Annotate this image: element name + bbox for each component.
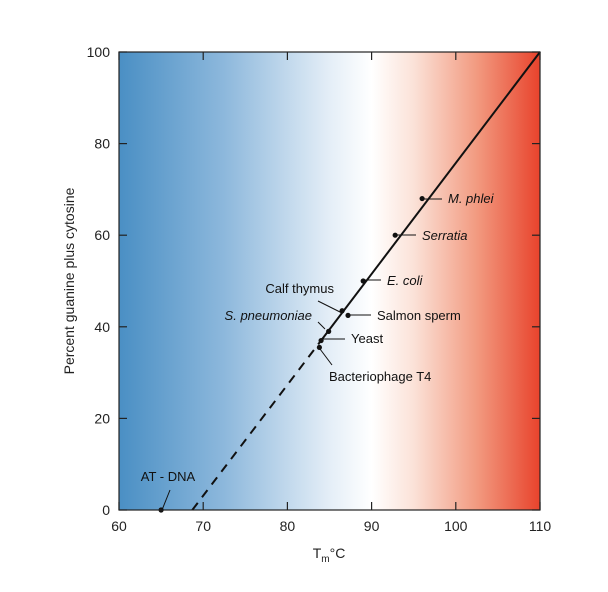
x-tick-label: 80 bbox=[280, 518, 296, 534]
data-point bbox=[419, 195, 425, 202]
annotations: M. phlei Serratia E. coli Calf thymus Salmon… bbox=[141, 191, 495, 511]
x-axis: 60 70 80 90 100 110 bbox=[111, 52, 551, 534]
data-point bbox=[326, 328, 332, 334]
point-label: AT - DNA bbox=[141, 469, 196, 484]
x-axis-title: Tm°C bbox=[313, 545, 346, 565]
point-label: Serratia bbox=[422, 228, 468, 243]
y-tick-label: 40 bbox=[94, 319, 110, 335]
point-label: S. pneumoniae bbox=[225, 308, 312, 323]
point-label: Bacteriophage T4 bbox=[329, 369, 431, 384]
label-leader bbox=[161, 489, 171, 511]
x-tick-label: 110 bbox=[529, 518, 552, 534]
point-label: M. phlei bbox=[448, 191, 495, 206]
y-axis-title: Percent guanine plus cytosine bbox=[61, 187, 77, 374]
x-axis-title-unit: °C bbox=[330, 545, 346, 561]
solid-fit-line bbox=[320, 51, 541, 342]
y-tick-label: 20 bbox=[94, 410, 110, 426]
y-tick-label: 100 bbox=[87, 44, 111, 60]
label-leader bbox=[317, 321, 326, 330]
x-axis-title-main: T bbox=[313, 545, 322, 561]
point-label: Calf thymus bbox=[265, 281, 334, 296]
data-point bbox=[345, 312, 351, 318]
data-point bbox=[360, 278, 366, 284]
x-tick-label: 100 bbox=[444, 518, 468, 534]
y-tick-label: 0 bbox=[102, 502, 110, 518]
label-leader bbox=[319, 348, 333, 366]
x-tick-label: 70 bbox=[195, 518, 211, 534]
point-label: Salmon sperm bbox=[377, 308, 461, 323]
point-label: Yeast bbox=[351, 331, 383, 346]
point-label: E. coli bbox=[387, 273, 424, 288]
x-tick-label: 60 bbox=[111, 518, 127, 534]
y-tick-label: 80 bbox=[94, 136, 110, 152]
data-point bbox=[316, 344, 322, 351]
data-point bbox=[392, 232, 398, 238]
data-point bbox=[318, 337, 324, 344]
y-axis: 0 20 40 60 80 100 bbox=[87, 44, 540, 518]
plot-background bbox=[119, 52, 540, 510]
dashed-fit-line bbox=[191, 339, 322, 511]
data-layer bbox=[158, 51, 541, 513]
x-axis-title-sub: m bbox=[321, 554, 329, 565]
y-tick-label: 60 bbox=[94, 227, 110, 243]
x-tick-label: 90 bbox=[364, 518, 380, 534]
plot-frame bbox=[118, 51, 541, 511]
label-leader bbox=[317, 300, 343, 314]
